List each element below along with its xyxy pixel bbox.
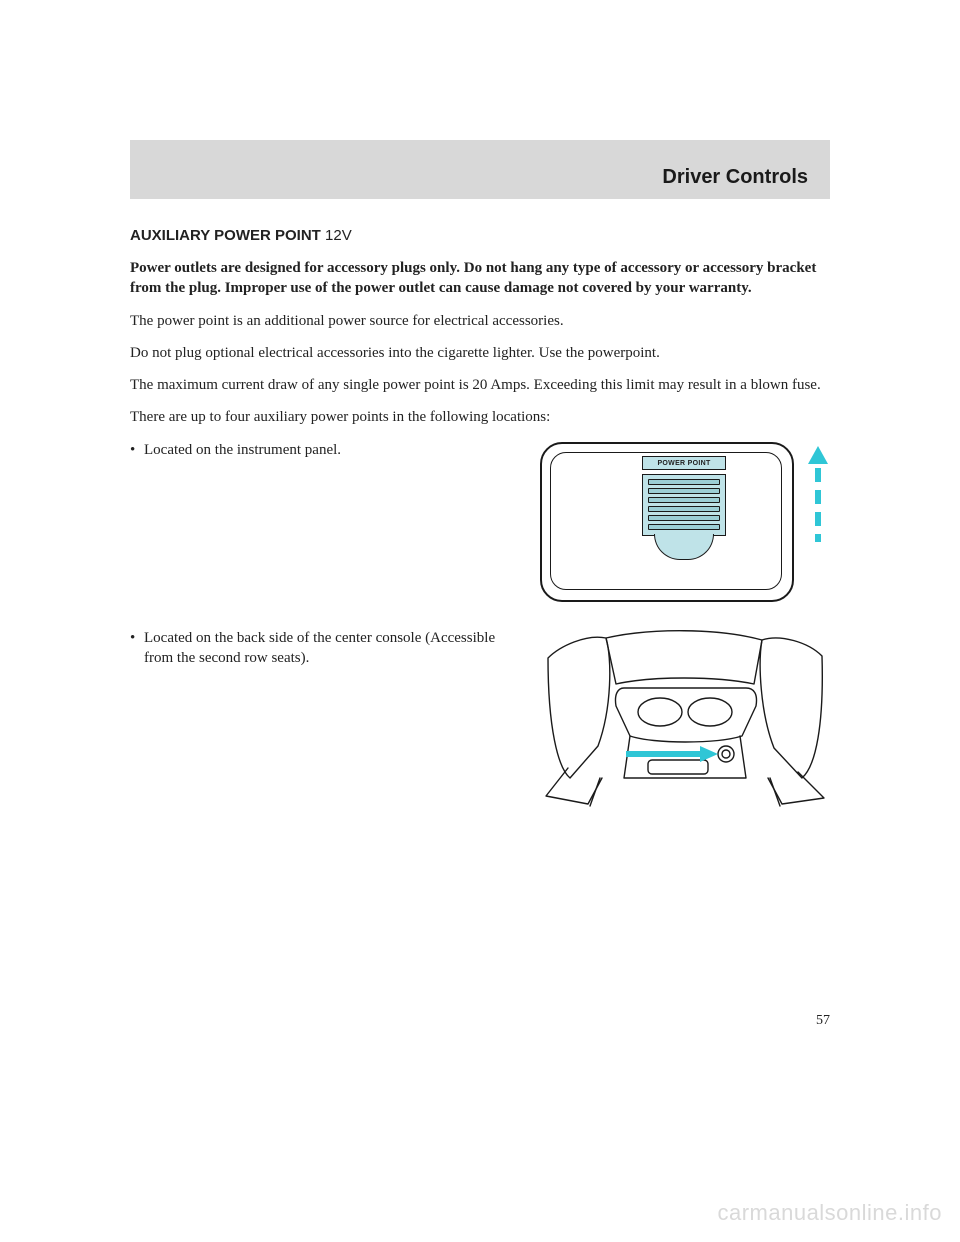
topic-heading-suffix: 12V (321, 227, 352, 244)
body-paragraph: The power point is an additional power s… (130, 311, 830, 331)
section-header-bar: Driver Controls (130, 140, 830, 199)
topic-heading-main: AUXILIARY POWER POINT (130, 227, 321, 244)
page-number: 57 (130, 1013, 830, 1029)
bullet-row: • Located on the back side of the center… (130, 628, 830, 813)
list-item: • Located on the back side of the center… (130, 628, 524, 669)
bullet-row: • Located on the instrument panel. POWER… (130, 440, 830, 610)
bullet-text-col: • Located on the back side of the center… (130, 628, 524, 669)
list-item: • Located on the instrument panel. (130, 440, 524, 460)
outlet-grille (642, 474, 726, 536)
topic-heading: AUXILIARY POWER POINT 12V (130, 227, 830, 244)
body-paragraph: There are up to four auxiliary power poi… (130, 407, 830, 427)
body-paragraph: Do not plug optional electrical accessor… (130, 343, 830, 363)
up-arrow-icon (806, 446, 830, 546)
manual-page: Driver Controls AUXILIARY POWER POINT 12… (0, 0, 960, 1089)
section-title: Driver Controls (152, 166, 808, 189)
illustration-2 (540, 628, 830, 813)
list-item-text: Located on the instrument panel. (144, 440, 341, 460)
body-paragraph: The maximum current draw of any single p… (130, 375, 830, 395)
bullet-icon: • (130, 628, 144, 669)
outlet-cover (654, 534, 714, 560)
console-line-drawing (540, 628, 830, 808)
warning-paragraph: Power outlets are designed for accessory… (130, 258, 830, 299)
power-point-label: POWER POINT (642, 456, 726, 470)
bullet-icon: • (130, 440, 144, 460)
power-point-outlet: POWER POINT (642, 456, 726, 574)
list-item-text: Located on the back side of the center c… (144, 628, 524, 669)
illustration-1: POWER POINT (540, 440, 830, 610)
bullet-text-col: • Located on the instrument panel. (130, 440, 524, 460)
watermark-text: carmanualsonline.info (717, 1200, 942, 1226)
